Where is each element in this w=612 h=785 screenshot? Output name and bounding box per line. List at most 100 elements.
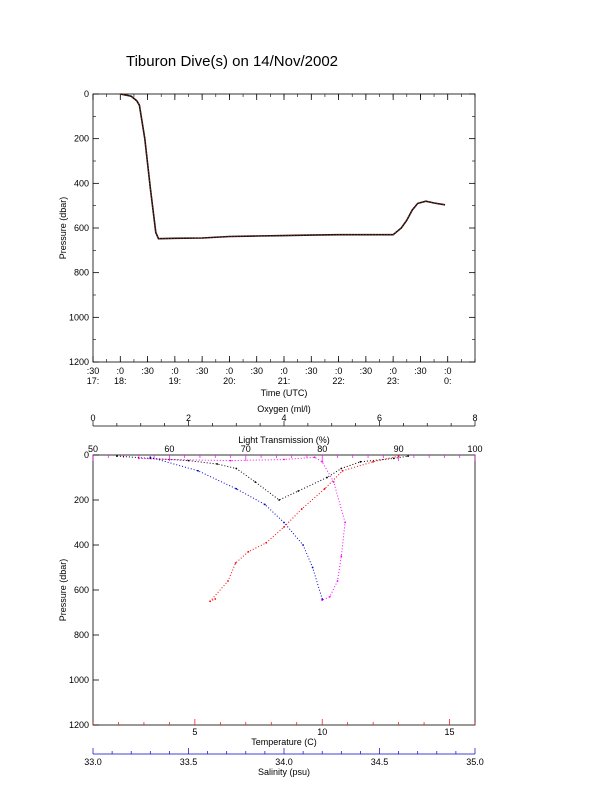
y-tick-label: 1000 bbox=[69, 675, 89, 685]
temperature-profile-point bbox=[283, 526, 285, 528]
temperature-profile-point bbox=[247, 550, 250, 553]
chart-1: 020040060080010001200:3017::018::30:019:… bbox=[58, 89, 476, 398]
plot1-frame bbox=[92, 93, 476, 363]
plot2-salinity-label: Salinity (psu) bbox=[258, 767, 310, 777]
x-tick-label: :0 bbox=[117, 366, 125, 376]
y-tick-label: 1000 bbox=[69, 312, 89, 322]
x-tick-label: 21: bbox=[278, 376, 291, 386]
x-tick-label: :0 bbox=[280, 366, 288, 376]
x-tick-label: 19: bbox=[169, 376, 182, 386]
light-transmission-profile-point bbox=[340, 555, 343, 558]
y-tick-label: 200 bbox=[74, 495, 89, 505]
salinity-profile-point bbox=[321, 598, 324, 600]
plot2-series bbox=[116, 455, 409, 603]
y-tick-label: 600 bbox=[74, 585, 89, 595]
temperature-profile-point bbox=[397, 455, 400, 457]
light-transmission-profile-point bbox=[283, 458, 285, 461]
light-transmission-profile-point bbox=[313, 456, 316, 459]
x-tick-label: :30 bbox=[141, 366, 154, 376]
x-tick-label: :0 bbox=[171, 366, 179, 376]
chart-2: 0 200 400 600 800 1000 1200 0 2 4 6 8 50 60 70 80 90 100 5… bbox=[58, 404, 484, 777]
oxygen-profile-point bbox=[392, 457, 395, 460]
light-transmission-profile-point bbox=[336, 580, 339, 582]
temperature-tick-label: 10 bbox=[317, 727, 327, 737]
oxygen-tick-label: 0 bbox=[90, 413, 95, 423]
oxygen-profile-point bbox=[278, 499, 281, 501]
light-transmission-profile-point bbox=[229, 459, 232, 462]
oxygen-profile-point bbox=[407, 455, 409, 457]
y-tick-label: 1200 bbox=[69, 720, 89, 730]
pressure-trace bbox=[120, 93, 446, 240]
x-tick-label: :30 bbox=[196, 366, 209, 376]
y-tick-label: 1200 bbox=[69, 357, 89, 367]
light-transmission-profile-point bbox=[328, 595, 331, 598]
oxygen-profile-point bbox=[297, 490, 300, 492]
oxygen-profile-point bbox=[116, 455, 118, 457]
temperature-profile-point bbox=[209, 600, 212, 603]
x-tick-label: 17: bbox=[87, 376, 100, 386]
plot1-ticks: 020040060080010001200:3017::018::30:019:… bbox=[69, 89, 476, 386]
plot1-ylabel: Pressure (dbar) bbox=[58, 197, 68, 260]
light-transmission-profile-point bbox=[344, 521, 346, 524]
temperature-profile-point bbox=[341, 469, 344, 472]
oxygen-tick-label: 8 bbox=[472, 413, 477, 423]
salinity-tick-label: 35.0 bbox=[466, 757, 484, 767]
light-transmission-profile-point bbox=[332, 481, 335, 483]
salinity-profile-point bbox=[264, 503, 266, 506]
temperature-profile-point bbox=[300, 508, 303, 510]
y-tick-label: 400 bbox=[74, 178, 89, 188]
salinity-tick-label: 34.5 bbox=[371, 757, 389, 767]
light-transmission-profile-point bbox=[137, 457, 140, 460]
chart-title: Tiburon Dive(s) on 14/Nov/2002 bbox=[126, 53, 338, 70]
temperature-profile-point bbox=[214, 598, 217, 600]
plot1-xlabel: Time (UTC) bbox=[261, 388, 308, 398]
plot2-oxygen-label: Oxygen (ml/l) bbox=[257, 404, 311, 414]
light-transmission-profile-point bbox=[321, 460, 324, 463]
oxygen-profile-point bbox=[187, 459, 190, 462]
x-tick-label: 20: bbox=[223, 376, 236, 386]
light-tick-label: 70 bbox=[241, 444, 251, 454]
oxygen-tick-label: 4 bbox=[281, 413, 286, 423]
x-tick-label: 18: bbox=[114, 376, 127, 386]
x-tick-label: 22: bbox=[332, 376, 345, 386]
oxygen-profile-point bbox=[254, 481, 257, 483]
y-tick-label: 0 bbox=[84, 450, 89, 460]
temperature-profile bbox=[209, 455, 399, 602]
light-tick-label: 60 bbox=[164, 444, 174, 454]
oxygen-profile-point bbox=[216, 463, 219, 465]
y-tick-label: 600 bbox=[74, 223, 89, 233]
x-tick-label: 23: bbox=[387, 376, 400, 386]
salinity-profile-point bbox=[197, 469, 199, 472]
oxygen-profile-point bbox=[326, 476, 328, 479]
x-tick-label: :0 bbox=[226, 366, 234, 376]
temperature-tick-label: 15 bbox=[445, 727, 455, 737]
x-tick-label: :0 bbox=[335, 366, 343, 376]
salinity-profile-point bbox=[311, 566, 314, 569]
temperature-profile-point bbox=[234, 562, 237, 564]
y-tick-label: 800 bbox=[74, 630, 89, 640]
temperature-profile-point bbox=[265, 541, 268, 544]
x-tick-label: :30 bbox=[414, 366, 427, 376]
y-tick-label: 400 bbox=[74, 540, 89, 550]
salinity-profile-point bbox=[149, 456, 152, 459]
light-tick-label: 80 bbox=[317, 444, 327, 454]
x-tick-label: :30 bbox=[250, 366, 263, 376]
light-transmission-profile bbox=[138, 456, 346, 601]
x-tick-label: :30 bbox=[360, 366, 373, 376]
oxygen-profile-point bbox=[359, 460, 362, 463]
light-tick-label: 90 bbox=[394, 444, 404, 454]
x-tick-label: 0: bbox=[444, 376, 452, 386]
temperature-profile-point bbox=[372, 460, 374, 463]
x-tick-label: :30 bbox=[87, 366, 100, 376]
temperature-profile-point bbox=[227, 580, 229, 582]
y-tick-label: 200 bbox=[74, 134, 89, 144]
y-tick-label: 0 bbox=[84, 89, 89, 99]
salinity-tick-label: 34.0 bbox=[275, 757, 293, 767]
oxygen-tick-label: 2 bbox=[186, 413, 191, 423]
pressure-trace-highlight bbox=[120, 93, 446, 240]
plot2-light-label: Light Transmission (%) bbox=[238, 435, 330, 445]
oxygen-tick-label: 6 bbox=[377, 413, 382, 423]
light-tick-label: 50 bbox=[88, 444, 98, 454]
light-transmission-profile-point bbox=[168, 458, 171, 461]
